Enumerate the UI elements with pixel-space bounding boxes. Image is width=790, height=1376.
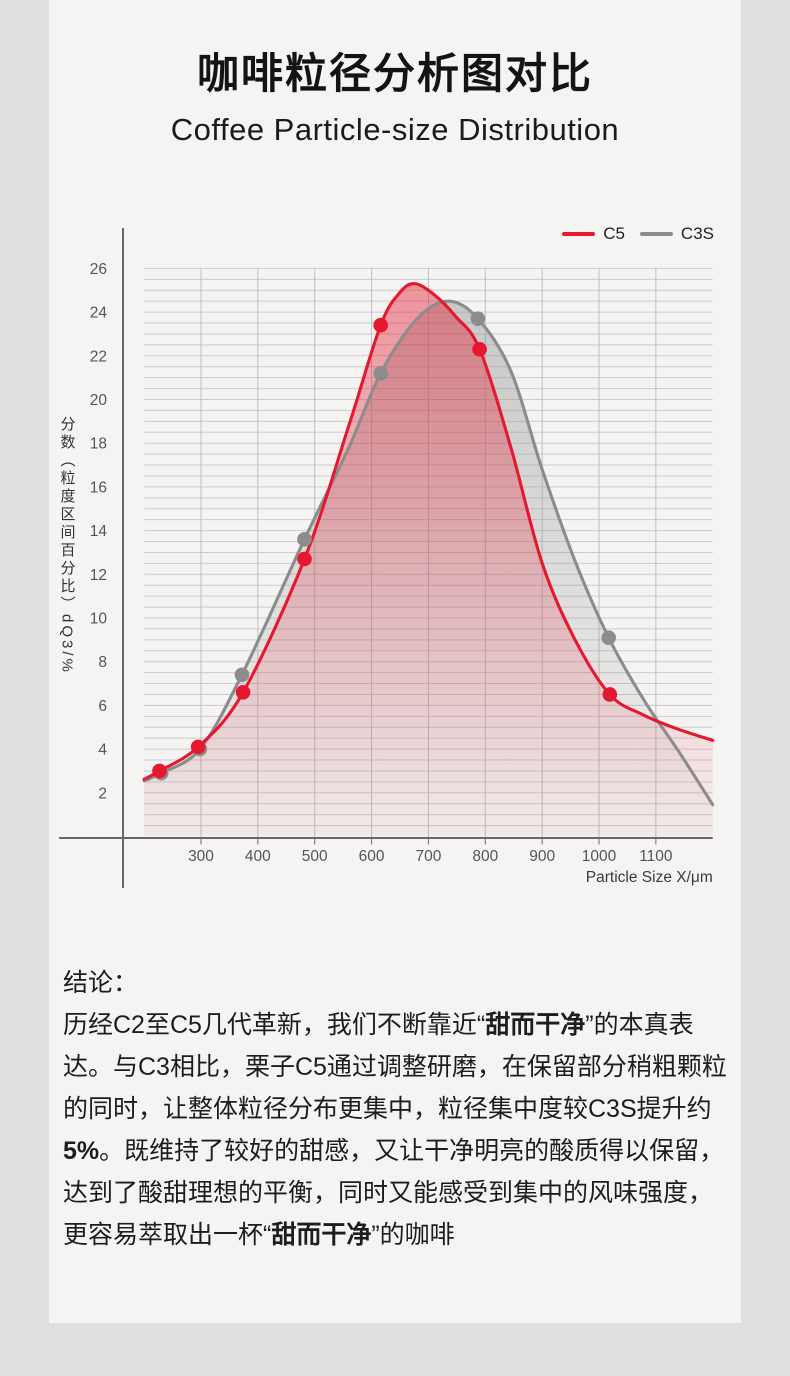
y-tick-label: 26 xyxy=(90,261,107,278)
series-line-c5 xyxy=(142,282,715,781)
legend-item-c5: C5 xyxy=(562,224,625,244)
y-tick-label: 6 xyxy=(98,698,107,715)
data-point-c5 xyxy=(297,551,312,567)
y-tick-label: 16 xyxy=(90,479,107,496)
c5-line-swatch-icon xyxy=(562,232,596,236)
page-title: 咖啡粒径分析图对比 xyxy=(196,50,593,97)
chart-legend: C5 C3S xyxy=(562,224,714,244)
conclusion-section: 结论： 历经C2至C5几代革新，我们不断靠近“甜而干净”的本真表达。与C3相比，… xyxy=(49,962,741,1256)
x-tick-label: 300 xyxy=(188,848,214,865)
data-point-c3s xyxy=(373,365,388,381)
y-tick-label: 18 xyxy=(90,436,107,453)
c3s-line-swatch-icon xyxy=(639,232,673,236)
data-point-c3s xyxy=(234,667,250,683)
y-tick-label: 2 xyxy=(98,785,107,802)
data-point-c5 xyxy=(472,341,487,357)
legend-label-c3s: C3S xyxy=(680,224,714,243)
y-tick-label: 8 xyxy=(98,654,107,671)
y-tick-label: 14 xyxy=(90,523,108,540)
data-point-c3s xyxy=(297,532,312,547)
y-tick-label: 4 xyxy=(98,742,107,759)
x-tick-label: 400 xyxy=(245,848,271,865)
data-point-c3s xyxy=(601,630,616,645)
x-tick-label: 700 xyxy=(416,848,442,865)
x-tick-label: 800 xyxy=(472,848,498,865)
x-axis-title: Particle Size X/μm xyxy=(586,869,713,886)
x-tick-label: 1000 xyxy=(582,848,617,865)
data-point-c5 xyxy=(602,687,618,702)
conclusion-text: 历经C2至C5几代革新，我们不断靠近“甜而干净”的本真表达。与C3相比，栗子C5… xyxy=(63,1011,727,1249)
x-tick-label: 500 xyxy=(302,848,328,865)
data-point-c5 xyxy=(373,317,388,333)
legend-item-c3s: C3S xyxy=(639,224,714,244)
y-tick-label: 10 xyxy=(90,611,108,628)
x-tick-label: 900 xyxy=(529,848,555,865)
data-point-c5 xyxy=(235,684,251,700)
data-point-c3s xyxy=(470,311,486,326)
y-tick-label: 22 xyxy=(90,348,107,365)
y-axis-title: 分数（粒度区间百分比）dQ3/% xyxy=(58,415,76,675)
y-tick-label: 12 xyxy=(90,567,107,584)
series-fill-c5 xyxy=(144,283,713,837)
legend-label-c5: C5 xyxy=(603,224,625,243)
y-tick-label: 24 xyxy=(90,305,108,322)
page-subtitle: Coffee Particle-size Distribution xyxy=(170,112,620,148)
conclusion-heading: 结论： xyxy=(63,969,139,997)
y-tick-label: 20 xyxy=(90,392,108,409)
data-point-c5 xyxy=(190,739,206,755)
x-tick-label: 1100 xyxy=(639,848,673,865)
content-card: 咖啡粒径分析图对比 Coffee Particle-size Distribut… xyxy=(49,0,741,1323)
particle-size-chart: 2 4 6 8 10 12 14 16 18 20 22 24 26 300 400 500 600 700 800… xyxy=(49,220,741,890)
data-point-c5 xyxy=(152,763,167,779)
x-tick-label: 600 xyxy=(359,848,385,865)
